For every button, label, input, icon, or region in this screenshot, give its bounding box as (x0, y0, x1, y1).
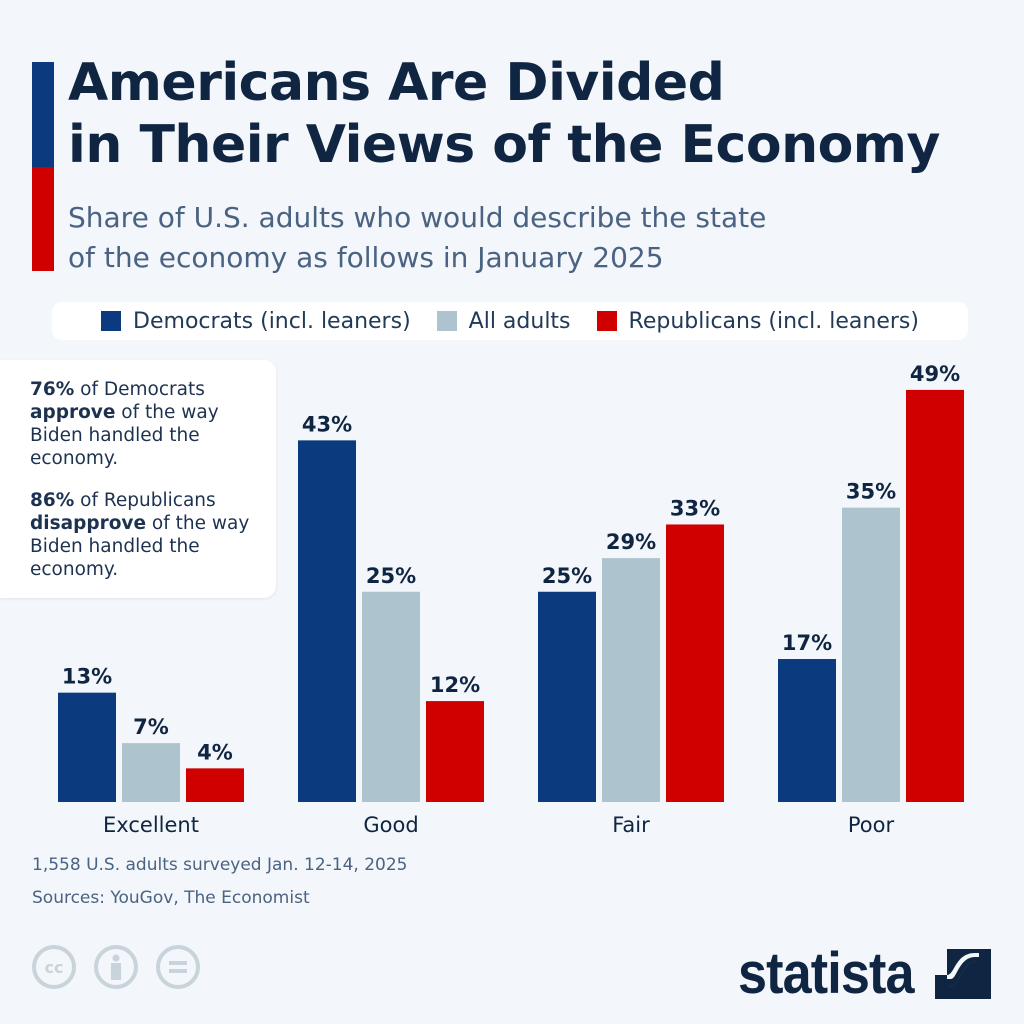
title-accent-red (32, 167, 54, 271)
bar-excellent-1 (122, 743, 180, 802)
title-accent-blue (32, 62, 54, 167)
bar-fair-0 (538, 591, 596, 802)
bar-good-1 (362, 591, 420, 802)
attribution-icon[interactable] (94, 945, 138, 989)
data-label: 49% (910, 362, 960, 386)
data-label: 43% (302, 412, 352, 436)
legend: Democrats (incl. leaners) All adults Rep… (52, 302, 968, 340)
statista-logo-icon (935, 948, 992, 999)
bar-good-2 (426, 701, 484, 802)
bar-fair-1 (602, 558, 660, 802)
annotation-republicans: 86% of Republicans disapprove of the way… (30, 490, 250, 580)
bar-poor-2 (906, 389, 964, 802)
data-label: 35% (846, 480, 896, 504)
legend-label: Democrats (incl. leaners) (133, 308, 411, 334)
legend-item-all-adults: All adults (436, 308, 571, 334)
statista-logo[interactable]: statista (738, 940, 992, 1007)
chart-title: Americans Are Divided in Their Views of t… (68, 53, 940, 175)
data-label: 7% (133, 715, 169, 739)
category-label: Fair (612, 813, 650, 837)
data-label: 25% (366, 564, 416, 588)
chart-subtitle: Share of U.S. adults who would describe … (68, 201, 767, 274)
survey-note: 1,558 U.S. adults surveyed Jan. 12-14, 2… (32, 855, 408, 875)
category-label: Poor (848, 813, 895, 837)
legend-item-republicans: Republicans (incl. leaners) (596, 308, 919, 334)
data-label: 4% (197, 740, 233, 764)
data-label: 25% (542, 564, 592, 588)
data-label: 12% (430, 673, 480, 697)
data-label: 29% (606, 530, 656, 554)
legend-label: Republicans (incl. leaners) (628, 308, 919, 334)
data-label: 33% (670, 496, 720, 520)
category-label: Excellent (103, 813, 199, 837)
bar-excellent-0 (58, 692, 116, 802)
annotation-democrats: 76% of Democrats approve of the way Bide… (30, 379, 219, 469)
legend-label: All adults (468, 308, 571, 334)
no-derivatives-icon[interactable] (156, 945, 200, 989)
data-label: 13% (62, 665, 112, 689)
data-label: 17% (782, 631, 832, 655)
legend-swatch (436, 311, 457, 331)
bar-good-0 (298, 440, 356, 802)
legend-swatch (101, 311, 122, 331)
bar-excellent-2 (186, 768, 244, 802)
annotation-box: 76% of Democrats approve of the way Bide… (0, 360, 276, 598)
legend-swatch (596, 311, 617, 331)
bar-poor-1 (842, 507, 900, 802)
category-label: Good (363, 813, 418, 837)
bar-fair-2 (666, 524, 724, 802)
bar-poor-0 (778, 659, 836, 802)
legend-item-democrats: Democrats (incl. leaners) (101, 309, 411, 334)
sources: Sources: YouGov, The Economist (32, 888, 310, 908)
cc-icon[interactable]: cc (32, 945, 76, 989)
